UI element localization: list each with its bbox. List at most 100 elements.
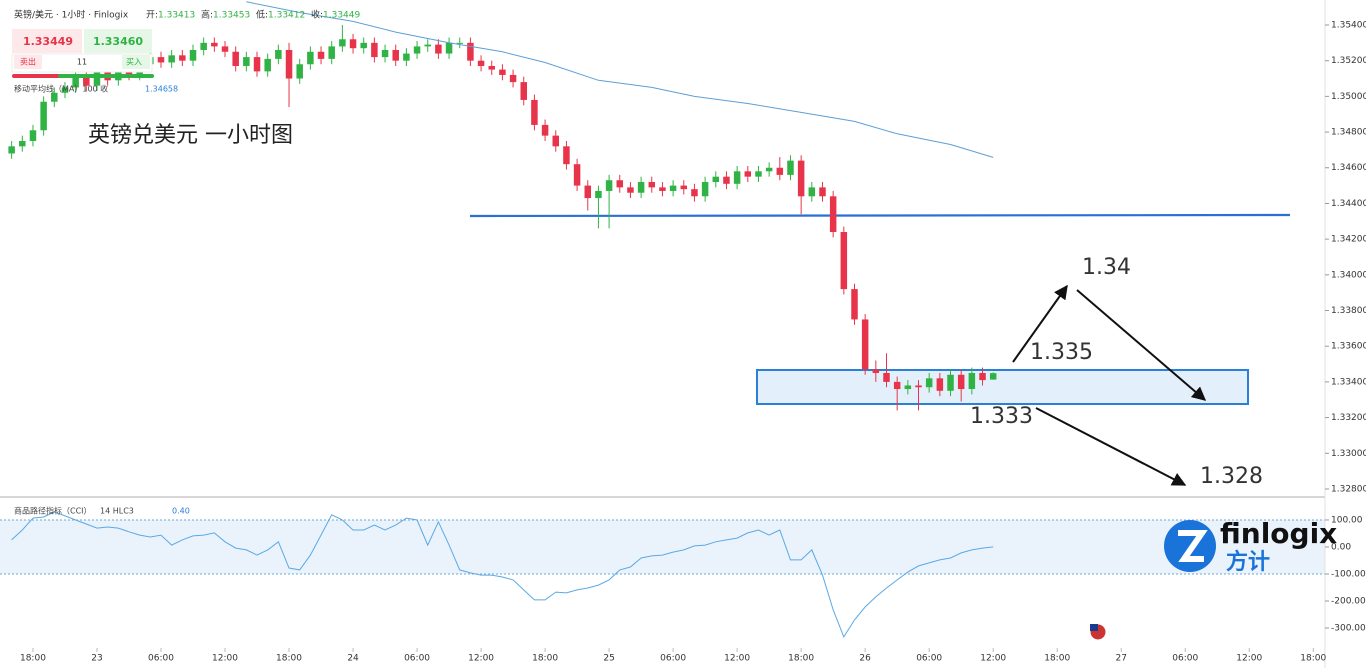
- x-tick-label: 18:00: [20, 654, 46, 664]
- ohlc-label: 开:: [146, 10, 158, 21]
- candle-body: [552, 135, 560, 147]
- candle-body: [424, 44, 431, 47]
- candle-body: [51, 92, 58, 102]
- ohlc-label: 收:: [311, 9, 323, 21]
- range-box: [756, 369, 1249, 405]
- y-tick-label: 1.35000: [1331, 92, 1366, 102]
- y-tick-label: 1.35200: [1331, 56, 1366, 66]
- candle-body: [872, 369, 880, 373]
- y-tick-label: 1.34800: [1331, 128, 1366, 138]
- x-tick-label: 18:00: [276, 654, 302, 664]
- candle-body: [595, 190, 602, 199]
- buy-button[interactable]: [84, 29, 152, 53]
- cci-pane: [0, 519, 1325, 575]
- sell-tab[interactable]: [14, 55, 42, 69]
- candle-body: [509, 74, 517, 83]
- candle-body: [797, 160, 805, 197]
- ohlc-value: 1.33412: [268, 11, 305, 21]
- candle-body: [349, 39, 357, 49]
- candle-body: [435, 44, 442, 54]
- candle-body: [179, 55, 186, 61]
- candle-body: [755, 171, 762, 177]
- candle-body: [883, 372, 890, 382]
- symbol: 英镑/美元 · 1小时 · Finlogix: [14, 9, 129, 21]
- candle-body: [808, 187, 816, 197]
- x-tick-label: 18:00: [1300, 654, 1326, 664]
- candle-body: [541, 124, 549, 136]
- x-tick-label: 25: [603, 654, 614, 664]
- candle-body: [8, 146, 15, 154]
- x-tick-label: 06:00: [1172, 654, 1198, 664]
- candle-body: [221, 46, 229, 52]
- candle-body: [243, 57, 250, 67]
- candle-body: [328, 46, 335, 59]
- candle-body: [445, 42, 453, 54]
- brand-chinese: 方计: [1226, 549, 1270, 575]
- candle-body: [787, 160, 794, 175]
- y-tick-label: 1.32800: [1331, 484, 1366, 494]
- ohlc-value: 1.33453: [213, 11, 250, 21]
- candle-body: [157, 57, 165, 63]
- y-tick-label: 0.00: [1331, 542, 1351, 552]
- candle-body: [669, 185, 677, 191]
- candle-body: [701, 182, 709, 197]
- candle-body: [893, 381, 901, 390]
- x-tick-label: 18:00: [1044, 654, 1070, 664]
- candle-body: [957, 374, 965, 390]
- ma-line: [246, 1, 994, 158]
- y-tick-label: 1.34200: [1331, 235, 1366, 245]
- candle-body: [168, 55, 175, 63]
- candle-body: [403, 53, 410, 61]
- candle-body: [648, 182, 656, 188]
- y-tick-label: 1.34400: [1331, 199, 1366, 209]
- x-tick-label: 12:00: [1236, 654, 1262, 664]
- x-tick-label: 27: [1115, 654, 1126, 664]
- y-tick-label: 1.33600: [1331, 342, 1366, 352]
- candle-body: [488, 66, 495, 70]
- candle-body: [232, 51, 239, 67]
- candle-body: [563, 146, 570, 165]
- sell-button[interactable]: [12, 29, 82, 53]
- candle-body: [744, 171, 752, 177]
- ohlc-label: 高:: [201, 9, 213, 21]
- candle-body: [211, 42, 218, 47]
- candle-body: [712, 176, 720, 183]
- y-tick-label: 1.35400: [1331, 20, 1366, 30]
- cci-line: [11, 511, 994, 639]
- buy-price: 1.33460: [93, 35, 143, 48]
- y-tick-label: 1.33000: [1331, 449, 1366, 459]
- candle-body: [317, 51, 325, 59]
- candle-body: [819, 187, 826, 197]
- ohlc-value: 1.33449: [323, 11, 360, 21]
- candle-body: [573, 164, 581, 186]
- ma-readout: 1.34658: [145, 85, 178, 94]
- x-tick-label: 06:00: [404, 654, 430, 664]
- buy-tab[interactable]: [122, 55, 150, 69]
- ohlc-label: 低:: [256, 9, 268, 21]
- x-tick-label: 18:00: [532, 654, 558, 664]
- x-tick-label: 12:00: [468, 654, 494, 664]
- candle-body: [72, 74, 79, 88]
- candle-body: [829, 196, 837, 232]
- candle-body: [861, 319, 869, 370]
- x-tick-label: 06:00: [660, 654, 686, 664]
- y-tick-label: 100.00: [1331, 515, 1363, 525]
- flag-icon: [1090, 624, 1098, 631]
- candle-body: [29, 130, 37, 141]
- candle-body: [189, 49, 197, 61]
- x-tick-label: 24: [347, 654, 359, 664]
- candle-body: [968, 372, 976, 390]
- candle-body: [765, 167, 773, 172]
- x-tick-label: 12:00: [212, 654, 238, 664]
- candle-body: [93, 71, 101, 86]
- brand-logo-mark: [1178, 530, 1208, 562]
- candle-body: [605, 180, 613, 191]
- y-tick-label: -300.00: [1331, 624, 1366, 634]
- candle-body: [733, 171, 741, 184]
- trade-row: [11, 53, 153, 73]
- candle-body: [371, 42, 378, 58]
- candle-body: [296, 64, 303, 79]
- support-line: [469, 213, 1291, 218]
